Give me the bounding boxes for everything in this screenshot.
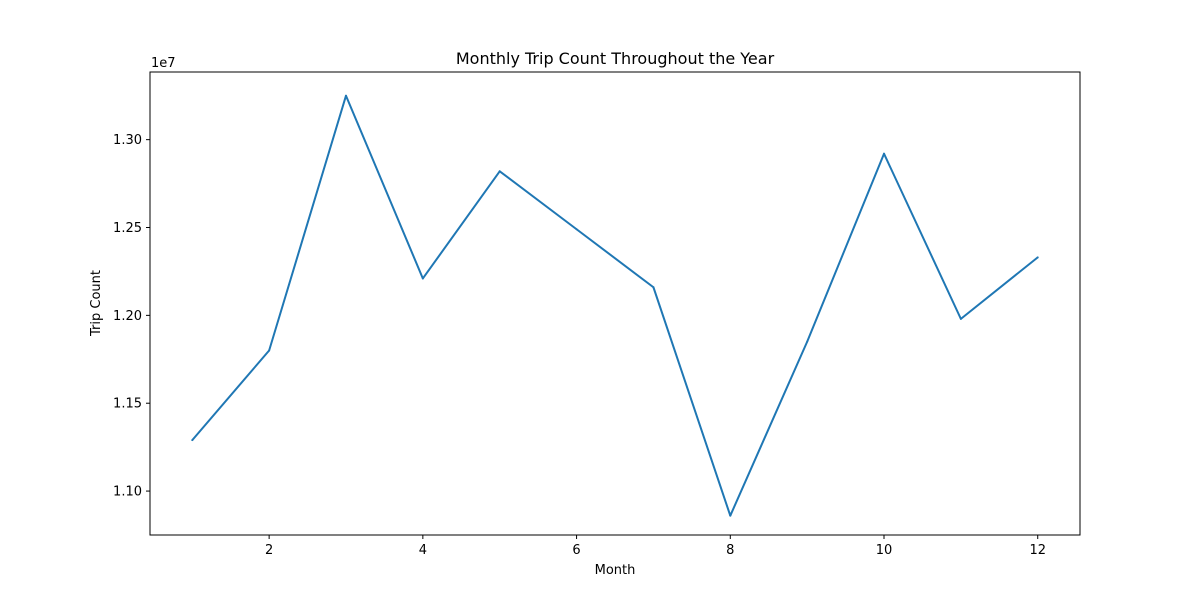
data-point xyxy=(1036,256,1039,259)
plot-area-frame xyxy=(149,71,1081,536)
y-tick-label: 1.20 xyxy=(113,309,142,324)
x-tick-label: 4 xyxy=(419,543,427,558)
data-point xyxy=(575,228,578,231)
data-point xyxy=(498,170,501,173)
y-axis-offset-label: 1e7 xyxy=(151,56,176,71)
data-point xyxy=(959,317,962,320)
x-tick-label: 10 xyxy=(876,543,893,558)
x-tick-label: 8 xyxy=(726,543,734,558)
x-tick-label: 2 xyxy=(265,543,273,558)
chart-title: Monthly Trip Count Throughout the Year xyxy=(456,49,775,68)
y-axis-label: Trip Count xyxy=(89,270,104,337)
y-tick-label: 1.10 xyxy=(113,485,142,500)
series-layer xyxy=(191,94,1039,517)
data-point xyxy=(806,340,809,343)
y-tick-label: 1.30 xyxy=(113,133,142,148)
x-tick-label: 6 xyxy=(572,543,580,558)
y-axis-ticks: 1.10 1.15 1.20 1.25 1.30 xyxy=(113,133,150,500)
x-axis-label: Month xyxy=(595,563,636,578)
data-point xyxy=(191,439,194,442)
y-tick-label: 1.15 xyxy=(113,397,142,412)
data-point xyxy=(652,286,655,289)
data-point xyxy=(344,94,347,97)
data-point xyxy=(883,152,886,155)
data-point xyxy=(268,349,271,352)
data-point xyxy=(729,514,732,517)
data-point xyxy=(421,277,424,280)
y-tick-label: 1.25 xyxy=(113,221,142,236)
series-line xyxy=(191,94,1039,517)
x-axis-ticks: 2 4 6 8 10 12 xyxy=(265,535,1046,558)
x-tick-label: 12 xyxy=(1029,543,1046,558)
